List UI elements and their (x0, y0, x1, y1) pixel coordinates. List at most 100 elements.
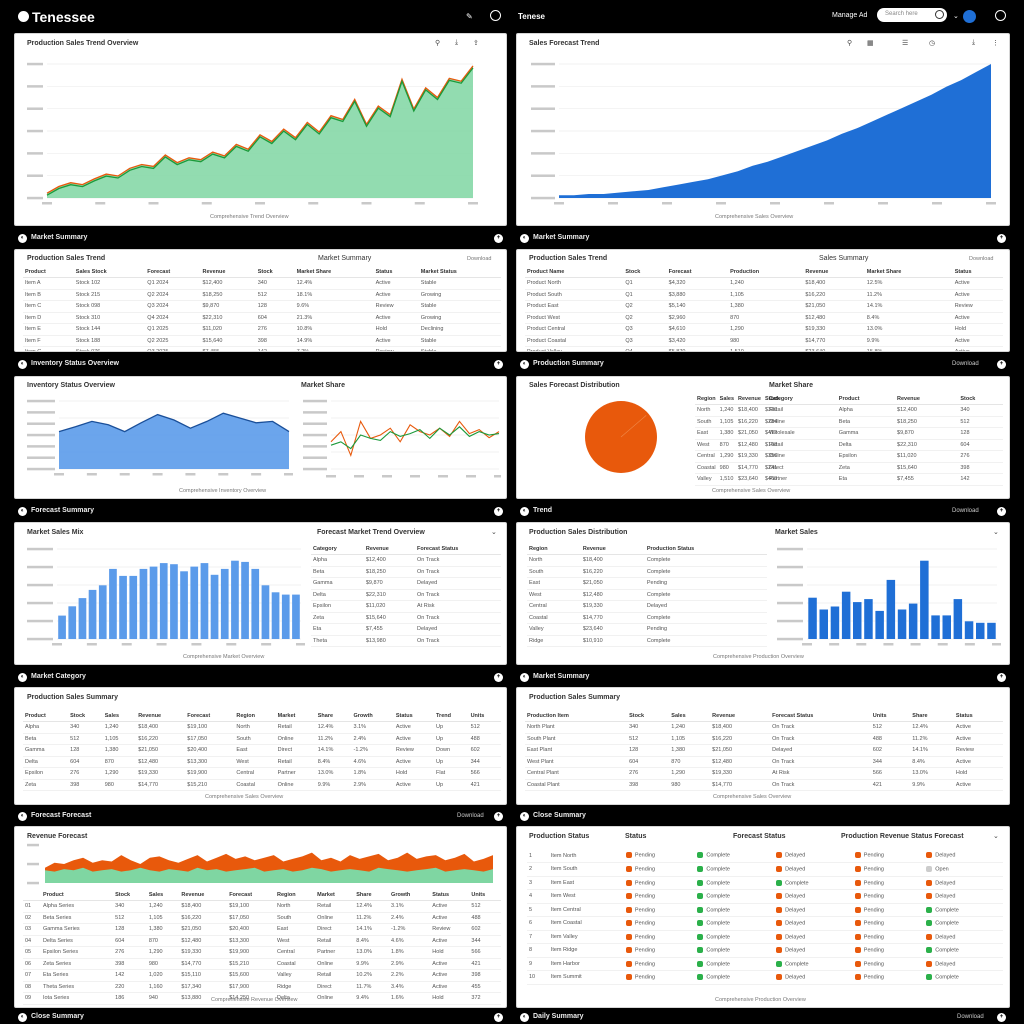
chevron-down-icon[interactable]: ⌄ (993, 833, 999, 840)
table-row[interactable]: 07 Eta Series 142 1,020 $15,110 $15,600 Valley… (23, 969, 501, 982)
table-row[interactable]: Product Coastal Q3 $3,420 980 $14,770 9.9% Act… (525, 335, 1003, 347)
section-expand-icon[interactable]: + (997, 507, 1006, 516)
table-row[interactable]: Retail Alpha $12,400 340 (767, 404, 1003, 417)
column-header[interactable]: Sales (146, 889, 180, 901)
column-header[interactable]: Status (373, 266, 419, 278)
status-dot-icon[interactable] (625, 933, 632, 940)
section-toggle-icon[interactable]: ◐ (520, 812, 529, 821)
column-header[interactable]: Market (275, 710, 316, 722)
column-header[interactable]: Region (695, 393, 718, 405)
status-dot-icon[interactable] (926, 852, 933, 859)
status-dot-icon[interactable] (776, 893, 783, 900)
status-dot-icon[interactable] (776, 866, 783, 873)
column-header[interactable]: Product (23, 710, 69, 722)
column-header[interactable]: Market (315, 889, 355, 901)
table-row[interactable]: Ridge $10,910 Complete (527, 635, 767, 647)
table-row[interactable]: 6 Item Coastal Pending Complete Delayed Pendi… (527, 916, 1003, 931)
table-row[interactable]: Alpha $12,400 On Track (311, 554, 501, 567)
section-expand-icon[interactable]: + (997, 673, 1006, 682)
table-row[interactable]: 01 Alpha Series 340 1,240 $18,400 $19,100 Nort… (23, 900, 501, 913)
status-dot-icon[interactable] (697, 974, 704, 981)
status-dot-icon[interactable] (776, 974, 783, 981)
column-header[interactable]: Units (469, 889, 501, 901)
column-header[interactable]: Market Share (864, 266, 953, 278)
clock-icon[interactable]: ◷ (929, 40, 936, 47)
edit-icon[interactable]: ✎ (466, 12, 473, 21)
profile-icon[interactable] (995, 10, 1006, 21)
chevron-down-icon[interactable]: ⌄ (491, 529, 497, 536)
column-header[interactable]: Market Share (294, 266, 374, 278)
column-header[interactable]: Product (23, 266, 74, 278)
section-expand-icon[interactable]: + (494, 507, 503, 516)
table-row[interactable]: Epsilon 276 1,290 $19,330 $19,900 Central Part… (23, 767, 501, 780)
table-row[interactable]: Partner Eta $7,455 142 (767, 473, 1003, 486)
status-dot-icon[interactable] (776, 960, 783, 967)
status-dot-icon[interactable] (854, 879, 861, 886)
status-dot-icon[interactable] (926, 866, 933, 873)
status-dot-icon[interactable] (697, 893, 704, 900)
status-dot-icon[interactable] (776, 920, 783, 927)
section-action[interactable]: Download (457, 813, 484, 819)
table-row[interactable]: 02 Beta Series 512 1,105 $16,220 $17,050 South… (23, 912, 501, 924)
status-dot-icon[interactable] (625, 974, 632, 981)
table-row[interactable]: Item C Stock 098 Q3 2024 $9,870 128 9.6% Revie… (23, 300, 501, 313)
table-row[interactable]: Product South Q1 $3,880 1,105 $16,220 11.2% Ac… (525, 289, 1003, 301)
table-row[interactable]: Item B Stock 215 Q2 2024 $18,250 512 18.1% Act… (23, 289, 501, 301)
column-header[interactable]: Stock (958, 393, 1003, 405)
column-header[interactable]: Status (952, 266, 1003, 278)
status-dot-icon[interactable] (854, 960, 861, 967)
status-dot-icon[interactable] (697, 933, 704, 940)
table-row[interactable]: 2 Item South Pending Complete Delayed Pending… (527, 862, 1003, 877)
column-header[interactable]: Sales (102, 710, 137, 722)
column-header[interactable]: Status (393, 710, 434, 722)
column-header[interactable]: Stock (623, 266, 667, 278)
status-dot-icon[interactable] (697, 947, 704, 954)
download-icon[interactable]: ⤓ (455, 39, 459, 46)
table-row[interactable]: 04 Delta Series 604 870 $12,480 $13,300 West Re… (23, 935, 501, 947)
table-row[interactable]: Item E Stock 144 Q1 2025 $11,020 276 10.8% Hol… (23, 323, 501, 336)
table-row[interactable]: 09 Iota Series 186 940 $13,880 $14,250 Delta On… (23, 992, 501, 1005)
table-row[interactable]: West Plant 604 870 $12,480 On Track 344 8.4% Ac… (525, 756, 1003, 768)
section-expand-icon[interactable]: + (494, 234, 503, 243)
column-header[interactable]: Revenue (803, 266, 865, 278)
status-dot-icon[interactable] (697, 879, 704, 886)
table-row[interactable]: East Plant 128 1,380 $21,050 Delayed 602 14.1%… (525, 744, 1003, 757)
table-row[interactable]: Central Plant 276 1,290 $19,330 At Risk 566 13… (525, 767, 1003, 780)
column-header[interactable]: Forecast (185, 710, 235, 722)
grid-icon[interactable]: ▦ (867, 40, 874, 47)
status-dot-icon[interactable] (625, 947, 632, 954)
section-expand-icon[interactable]: + (494, 1013, 503, 1022)
status-dot-icon[interactable] (926, 906, 933, 913)
table-row[interactable]: Product Central Q3 $4,610 1,290 $19,330 13.0%… (525, 323, 1003, 336)
table-row[interactable]: 8 Item Ridge Pending Complete Delayed Pending… (527, 943, 1003, 958)
column-header[interactable]: Region (527, 543, 581, 555)
column-header[interactable]: Production (728, 266, 804, 278)
status-dot-icon[interactable] (926, 920, 933, 927)
status-dot-icon[interactable] (776, 879, 783, 886)
table-row[interactable]: Retail Delta $22,310 604 (767, 439, 1003, 451)
panel-action[interactable]: Download (969, 256, 994, 262)
table-row[interactable]: East $21,050 Pending (527, 577, 767, 590)
column-header[interactable]: Forecast (145, 266, 201, 278)
column-header[interactable]: Stock (113, 889, 147, 901)
section-action[interactable]: Download (957, 1014, 984, 1020)
table-row[interactable]: Direct Zeta $15,640 398 (767, 462, 1003, 474)
column-header[interactable]: Production Status (644, 543, 767, 555)
column-header[interactable]: Revenue (136, 710, 186, 722)
column-header[interactable]: Forecast (666, 266, 729, 278)
section-toggle-icon[interactable]: ◐ (18, 673, 27, 682)
column-header[interactable]: Region (274, 889, 316, 901)
section-expand-icon[interactable]: + (494, 360, 503, 369)
column-header[interactable]: Category (311, 543, 364, 555)
status-dot-icon[interactable] (854, 947, 861, 954)
list-icon[interactable]: ☰ (902, 40, 909, 47)
filter-icon[interactable]: ⚲ (847, 40, 853, 47)
column-header[interactable]: Stock (255, 266, 295, 278)
table-row[interactable]: Item F Stock 188 Q2 2025 $15,640 398 14.9% Act… (23, 335, 501, 347)
column-header[interactable]: Product Name (525, 266, 624, 278)
table-row[interactable]: 08 Theta Series 220 1,160 $17,340 $17,900 Ridg… (23, 981, 501, 993)
table-row[interactable]: 1 Item North Pending Complete Delayed Pending… (527, 849, 1003, 863)
column-header[interactable]: Stock (627, 710, 670, 722)
column-header[interactable] (23, 889, 41, 901)
section-toggle-icon[interactable]: ◐ (520, 507, 529, 516)
